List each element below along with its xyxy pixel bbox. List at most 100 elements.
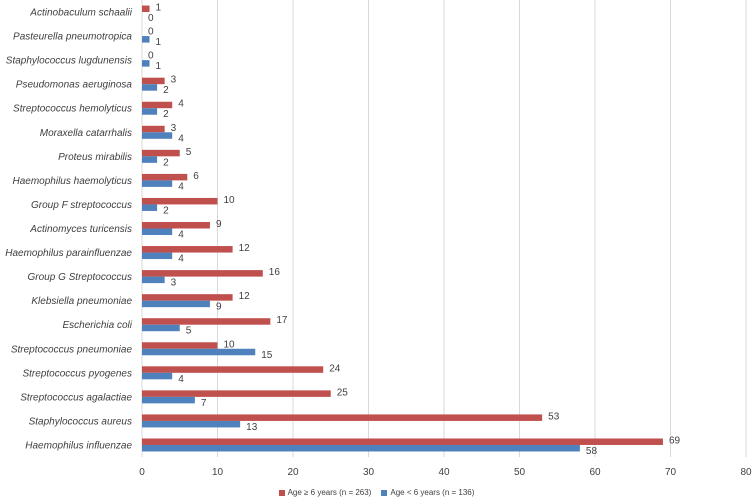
- bar-age-6-plus-klebsiella-pneumoniae: [142, 294, 233, 301]
- category-label-group-g-streptococcus: Group G Streptococcus: [28, 272, 133, 283]
- x-tick-label-20: 20: [287, 467, 299, 478]
- data-label-age-under-6-klebsiella-pneumoniae: 9: [216, 302, 222, 313]
- bar-age-under-6-haemophilus-parainfluenzae: [142, 252, 173, 260]
- data-label-age-6-plus-staphylococcus-aureus: 53: [548, 411, 560, 422]
- data-label-age-6-plus-streptococcus-agalactiae: 25: [337, 387, 349, 398]
- bar-age-under-6-staphylococcus-lugdunensis: [142, 60, 150, 67]
- data-label-age-under-6-streptococcus-agalactiae: 7: [201, 398, 207, 409]
- x-tick-labels: 0 10 20 30 40 50 60 70 80: [139, 467, 752, 478]
- category-label-pseudomonas-aeruginosa: Pseudomonas aeruginosa: [16, 80, 133, 91]
- bar-age-6-plus-haemophilus-parainfluenzae: [142, 246, 233, 253]
- data-label-age-6-plus-pseudomonas-aeruginosa: 3: [171, 75, 177, 86]
- bar-age-6-plus-streptococcus-agalactiae: [142, 390, 331, 397]
- data-label-age-6-plus-streptococcus-hemolyticus: 4: [178, 99, 184, 110]
- x-tick-label-80: 80: [740, 467, 752, 478]
- data-label-age-6-plus-actinobaculum-schaalii: 1: [156, 3, 162, 14]
- data-label-age-6-plus-group-g-streptococcus: 16: [269, 267, 281, 278]
- bar-age-6-plus-pseudomonas-aeruginosa: [142, 77, 165, 85]
- category-label-moraxella-catarrhalis: Moraxella catarrhalis: [40, 128, 132, 139]
- category-label-group-f-streptococcus: Group F streptococcus: [31, 200, 132, 211]
- category-label-escherichia-coli: Escherichia coli: [63, 320, 133, 331]
- bar-age-under-6-escherichia-coli: [142, 324, 180, 332]
- legend: Age ≥ 6 years (n = 263) Age < 6 years (n…: [0, 488, 753, 497]
- data-label-age-under-6-haemophilus-influenzae: 58: [586, 446, 598, 457]
- legend-item-age-6-plus: Age ≥ 6 years (n = 263): [278, 488, 372, 497]
- data-label-age-6-plus-streptococcus-pneumoniae: 10: [224, 339, 236, 350]
- bars: [142, 5, 663, 452]
- data-label-age-6-plus-staphylococcus-lugdunensis: 0: [148, 51, 154, 62]
- legend-label-age-6-plus: Age ≥ 6 years (n = 263): [287, 488, 372, 497]
- x-tick-label-60: 60: [589, 467, 601, 478]
- bar-age-6-plus-haemophilus-haemolyticus: [142, 173, 188, 181]
- data-label-age-6-plus-haemophilus-influenzae: 69: [669, 435, 681, 446]
- category-label-klebsiella-pneumoniae: Klebsiella pneumoniae: [31, 296, 132, 307]
- legend-swatch-age-6-plus: [278, 489, 285, 496]
- category-label-pasteurella-pneumotropica: Pasteurella pneumotropica: [13, 32, 132, 43]
- data-label-age-under-6-staphylococcus-lugdunensis: 1: [156, 61, 162, 72]
- bar-age-6-plus-staphylococcus-aureus: [142, 414, 543, 421]
- data-label-age-6-plus-escherichia-coli: 17: [276, 315, 288, 326]
- bar-age-6-plus-group-g-streptococcus: [142, 270, 263, 277]
- bar-age-6-plus-streptococcus-hemolyticus: [142, 101, 173, 109]
- x-tick-label-70: 70: [665, 467, 677, 478]
- bar-age-6-plus-actinomyces-turicensis: [142, 222, 210, 229]
- data-labels: 1001013242345264102941241631291751015244…: [148, 3, 681, 457]
- data-label-age-under-6-proteus-mirabilis: 2: [163, 157, 169, 168]
- bar-age-6-plus-proteus-mirabilis: [142, 149, 180, 157]
- data-label-age-6-plus-pasteurella-pneumotropica: 0: [148, 27, 154, 38]
- bar-age-under-6-group-f-streptococcus: [142, 204, 158, 211]
- bar-age-under-6-haemophilus-haemolyticus: [142, 180, 173, 187]
- data-label-age-6-plus-proteus-mirabilis: 5: [186, 147, 192, 158]
- data-label-age-6-plus-streptococcus-pyogenes: 24: [329, 363, 341, 374]
- data-label-age-under-6-haemophilus-parainfluenzae: 4: [178, 254, 184, 265]
- bar-age-under-6-streptococcus-agalactiae: [142, 396, 195, 404]
- bar-age-6-plus-group-f-streptococcus: [142, 197, 218, 205]
- data-label-age-6-plus-moraxella-catarrhalis: 3: [171, 123, 177, 134]
- bar-age-under-6-klebsiella-pneumoniae: [142, 300, 210, 308]
- data-label-age-6-plus-actinomyces-turicensis: 9: [216, 219, 222, 230]
- bar-age-6-plus-moraxella-catarrhalis: [142, 125, 165, 133]
- bar-age-under-6-proteus-mirabilis: [142, 156, 158, 163]
- category-label-haemophilus-haemolyticus: Haemophilus haemolyticus: [12, 176, 132, 187]
- bar-age-under-6-pseudomonas-aeruginosa: [142, 84, 158, 91]
- x-tick-label-0: 0: [139, 467, 145, 478]
- x-tick-label-40: 40: [438, 467, 450, 478]
- data-label-age-under-6-actinobaculum-schaalii: 0: [148, 13, 154, 24]
- bar-age-under-6-actinomyces-turicensis: [142, 228, 173, 235]
- bar-age-6-plus-streptococcus-pyogenes: [142, 366, 324, 373]
- category-label-staphylococcus-lugdunensis: Staphylococcus lugdunensis: [6, 56, 132, 67]
- category-label-proteus-mirabilis: Proteus mirabilis: [58, 152, 132, 163]
- bar-age-under-6-staphylococcus-aureus: [142, 420, 241, 428]
- category-label-streptococcus-hemolyticus: Streptococcus hemolyticus: [13, 104, 132, 115]
- data-label-age-6-plus-group-f-streptococcus: 10: [224, 195, 236, 206]
- data-label-age-under-6-streptococcus-hemolyticus: 2: [163, 109, 169, 120]
- category-label-streptococcus-pneumoniae: Streptococcus pneumoniae: [11, 344, 133, 355]
- data-label-age-under-6-actinomyces-turicensis: 4: [178, 230, 184, 241]
- category-labels: Actinobaculum schaalii Pasteurella pneumo…: [5, 8, 133, 452]
- category-label-actinomyces-turicensis: Actinomyces turicensis: [29, 224, 132, 235]
- bar-age-under-6-pasteurella-pneumotropica: [142, 36, 150, 43]
- data-label-age-6-plus-haemophilus-haemolyticus: 6: [193, 171, 199, 182]
- data-label-age-6-plus-haemophilus-parainfluenzae: 12: [239, 243, 251, 254]
- bar-age-under-6-group-g-streptococcus: [142, 276, 165, 284]
- x-tick-label-50: 50: [514, 467, 526, 478]
- legend-item-age-under-6: Age < 6 years (n = 136): [381, 488, 474, 497]
- data-label-age-under-6-escherichia-coli: 5: [186, 326, 192, 337]
- gridlines: [141, 0, 747, 457]
- data-label-age-under-6-haemophilus-haemolyticus: 4: [178, 181, 184, 192]
- bar-age-under-6-haemophilus-influenzae: [142, 444, 580, 452]
- bar-age-6-plus-escherichia-coli: [142, 318, 271, 325]
- category-label-streptococcus-pyogenes: Streptococcus pyogenes: [22, 368, 132, 379]
- bar-age-6-plus-streptococcus-pneumoniae: [142, 342, 218, 349]
- category-label-staphylococcus-aureus: Staphylococcus aureus: [29, 416, 132, 427]
- data-label-age-under-6-pseudomonas-aeruginosa: 2: [163, 85, 169, 96]
- data-label-age-under-6-streptococcus-pyogenes: 4: [178, 374, 184, 385]
- x-tick-label-30: 30: [363, 467, 375, 478]
- data-label-age-6-plus-klebsiella-pneumoniae: 12: [239, 291, 251, 302]
- x-tick-label-10: 10: [212, 467, 224, 478]
- data-label-age-under-6-streptococcus-pneumoniae: 15: [261, 350, 273, 361]
- category-label-actinobaculum-schaalii: Actinobaculum schaalii: [29, 8, 132, 19]
- data-label-age-under-6-moraxella-catarrhalis: 4: [178, 133, 184, 144]
- bar-age-under-6-streptococcus-pyogenes: [142, 372, 173, 380]
